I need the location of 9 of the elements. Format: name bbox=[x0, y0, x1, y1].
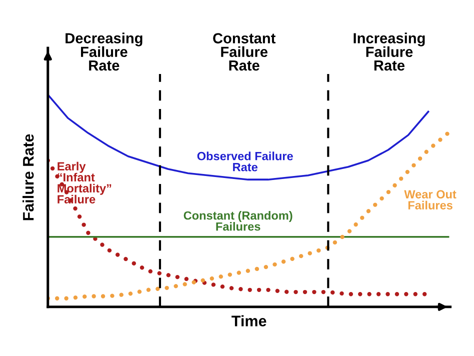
series-label: Observed Failure Rate bbox=[197, 152, 293, 172]
series-label: Wear Out Failures bbox=[404, 190, 456, 210]
text: Increasing Failure Rate bbox=[354, 32, 425, 71]
y-axis-title: Failure Rate bbox=[22, 134, 34, 220]
text: Constant Failure Rate bbox=[213, 33, 276, 71]
series-label: Constant (Random) Failures bbox=[184, 211, 292, 231]
series-label: Early “Infant Mortality” Failure bbox=[58, 162, 112, 204]
text: Decreasing Failure Rate bbox=[66, 32, 142, 71]
x-axis-title: Time bbox=[232, 315, 266, 326]
